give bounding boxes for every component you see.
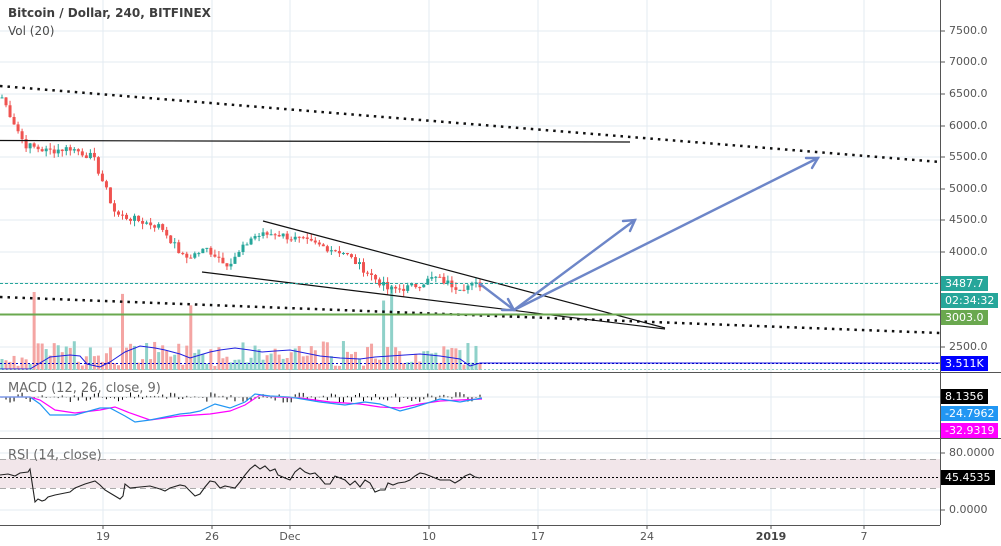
macd-histogram-tag: 8.1356	[941, 389, 988, 404]
bar-countdown-tag: 02:34:32	[941, 293, 999, 308]
macd-line	[0, 393, 483, 423]
volume-ma-line	[0, 345, 940, 370]
chart-title[interactable]: Bitcoin / Dollar, 240, BITFINEX	[8, 6, 211, 20]
macd-signal-line	[0, 394, 483, 421]
price-tick: 7500.0	[949, 24, 988, 37]
rsi-top-tick: 80.0000	[949, 446, 995, 459]
time-tick: 7	[860, 530, 868, 543]
time-tick: 19	[96, 530, 110, 543]
pane-borders	[0, 0, 1001, 526]
horizontal-resistance-line	[0, 139, 631, 143]
rsi-line	[0, 464, 481, 504]
volume-bars	[0, 285, 482, 370]
axis-ticks	[102, 30, 945, 529]
grid	[0, 0, 940, 525]
wedge-lower-line	[201, 271, 666, 330]
rsi-value-tag: 45.4535	[941, 470, 995, 485]
price-tick: 6000.0	[949, 119, 988, 132]
wedge-upper-line	[262, 220, 666, 329]
time-tick: 26	[205, 530, 219, 543]
time-tick: Dec	[279, 530, 301, 543]
volume-legend[interactable]: Vol (20)	[8, 24, 55, 38]
dotted-trendline-upper	[0, 84, 941, 164]
time-tick: 24	[640, 530, 654, 543]
price-tick: 4500.0	[949, 213, 988, 226]
projection-arrows	[478, 156, 821, 312]
price-tick: 4000.0	[949, 245, 988, 258]
price-candles	[0, 94, 482, 297]
drawings[interactable]	[0, 84, 941, 335]
rsi-bottom-tick: 0.0000	[949, 503, 988, 516]
volume-value-tag: 3.511K	[941, 356, 988, 371]
price-tick: 2500.0	[949, 340, 988, 353]
price-tick: 6500.0	[949, 87, 988, 100]
macd-histogram	[1, 392, 481, 403]
time-tick: 17	[531, 530, 545, 543]
time-tick: 10	[422, 530, 436, 543]
macd-value-tag: -24.7962	[941, 406, 999, 421]
macd-signal-tag: -32.9319	[941, 423, 999, 438]
rsi-legend[interactable]: RSI (14, close)	[8, 448, 102, 463]
last-price-tag: 3487.7	[941, 276, 988, 291]
price-tick: 5000.0	[949, 182, 988, 195]
price-tick: 5500.0	[949, 150, 988, 163]
time-tick-year: 2019	[755, 530, 787, 543]
macd-legend[interactable]: MACD (12, 26, close, 9)	[8, 381, 161, 396]
price-tick: 7000.0	[949, 55, 988, 68]
support-level-tag: 3003.0	[941, 310, 988, 325]
